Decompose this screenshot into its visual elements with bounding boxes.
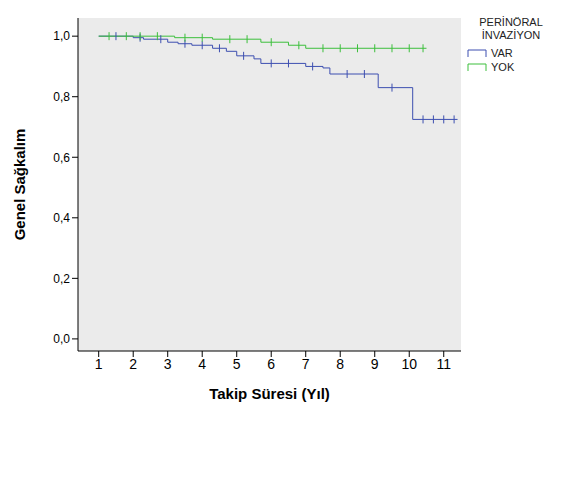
svg-text:10: 10 <box>401 356 417 372</box>
svg-text:1: 1 <box>95 356 103 372</box>
svg-text:7: 7 <box>302 356 310 372</box>
svg-text:0,6: 0,6 <box>53 151 70 165</box>
svg-text:5: 5 <box>233 356 241 372</box>
svg-text:2: 2 <box>129 356 137 372</box>
html-text:VAR: VAR <box>491 47 513 59</box>
svg-text:9: 9 <box>371 356 379 372</box>
svg-text:1,0: 1,0 <box>53 29 70 43</box>
svg-text:0,4: 0,4 <box>53 211 70 225</box>
svg-text:0,0: 0,0 <box>53 332 70 346</box>
svg-text:3: 3 <box>164 356 172 372</box>
svg-text:Takip Süresi (Yıl): Takip Süresi (Yıl) <box>209 385 330 402</box>
svg-text:0,2: 0,2 <box>53 272 70 286</box>
svg-text:6: 6 <box>267 356 275 372</box>
svg-text:Genel Sağkalım: Genel Sağkalım <box>11 129 28 241</box>
svg-text:0,8: 0,8 <box>53 90 70 104</box>
html-text:YOK: YOK <box>491 61 515 73</box>
svg-text:8: 8 <box>336 356 344 372</box>
svg-text:11: 11 <box>436 356 451 372</box>
html-text:PERİNÖRAL İNVAZİYON: PERİNÖRAL İNVAZİYON <box>479 16 543 41</box>
svg-text:4: 4 <box>198 356 206 372</box>
